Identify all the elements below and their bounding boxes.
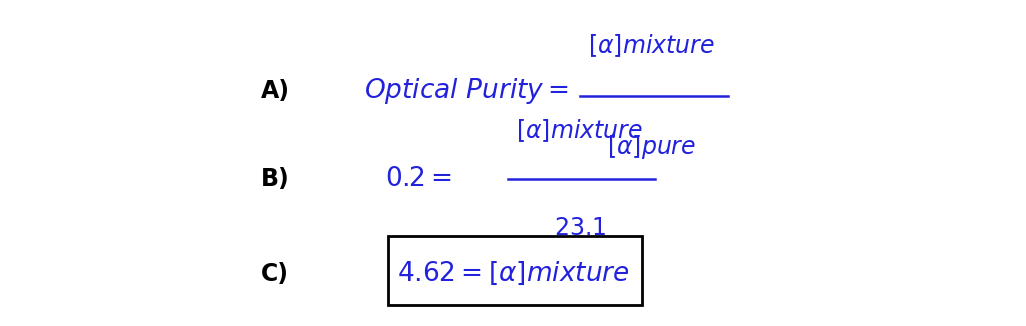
Text: $\mathit{23.1}$: $\mathit{23.1}$	[554, 216, 605, 240]
Text: $\mathit{[\alpha]mixture}$: $\mathit{[\alpha]mixture}$	[588, 32, 715, 59]
Text: $\mathit{[\alpha]mixture}$: $\mathit{[\alpha]mixture}$	[516, 117, 643, 144]
Text: $\mathit{0.2} =$: $\mathit{0.2} =$	[385, 166, 451, 192]
Text: A): A)	[261, 79, 289, 103]
Text: $\mathit{[\alpha]pure}$: $\mathit{[\alpha]pure}$	[607, 133, 696, 161]
Text: $\mathit{Optical\ Purity} =$: $\mathit{Optical\ Purity} =$	[364, 76, 569, 106]
Text: C): C)	[261, 262, 289, 286]
Text: $\mathit{4.62 = [\alpha]mixture}$: $\mathit{4.62 = [\alpha]mixture}$	[397, 260, 629, 288]
Text: B): B)	[261, 167, 289, 191]
